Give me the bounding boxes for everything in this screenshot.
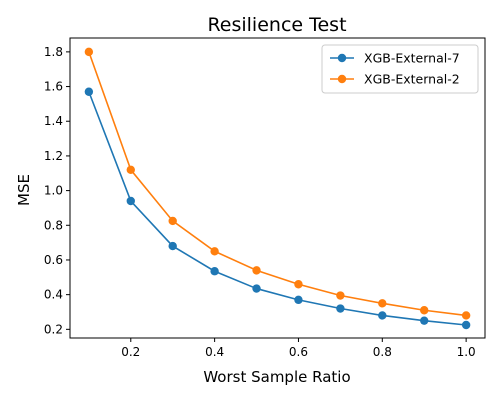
series-2-point xyxy=(168,216,177,226)
x-tick-label: 0.2 xyxy=(121,345,140,359)
series-1-point xyxy=(378,311,387,320)
chart-title: Resilience Test xyxy=(207,14,346,36)
series-line-2 xyxy=(88,51,467,317)
series-2-point xyxy=(210,247,219,256)
x-tick-label: 1.0 xyxy=(457,345,476,359)
series-line-1 xyxy=(88,91,467,326)
y-tick-label: 0.4 xyxy=(44,288,63,302)
x-axis: 0.2 0.4 0.6 0.8 1.0 xyxy=(121,338,476,359)
y-tick-label: 0.2 xyxy=(44,322,63,336)
series-layer xyxy=(84,47,471,330)
x-tick-label: 0.4 xyxy=(205,345,224,359)
series-1-point xyxy=(126,196,135,206)
series-2-point xyxy=(252,266,261,275)
series-2-point xyxy=(126,165,135,174)
series-1-point xyxy=(252,284,261,293)
series-2-point xyxy=(461,311,471,320)
x-tick-label: 0.6 xyxy=(289,345,308,359)
x-tick-label: 0.8 xyxy=(373,345,392,359)
series-1-point xyxy=(420,316,429,325)
legend-label: XGB-External-2 xyxy=(364,72,460,87)
y-tick-label: 1.2 xyxy=(44,149,63,163)
legend-label: XGB-External-7 xyxy=(364,51,460,66)
series-1-point xyxy=(168,241,177,251)
series-2-point xyxy=(84,47,94,57)
series-1-point xyxy=(461,320,471,330)
legend-box xyxy=(321,44,479,94)
plot-frame xyxy=(69,37,486,339)
series-2-point xyxy=(294,280,303,289)
y-tick-label: 0.8 xyxy=(44,218,63,232)
legend: XGB-External-7 XGB-External-2 xyxy=(321,44,479,94)
series-2-point xyxy=(420,306,429,315)
y-axis-label: MSE xyxy=(15,174,33,206)
y-tick-label: 0.6 xyxy=(44,253,63,267)
series-1-point xyxy=(336,304,345,313)
series-2-point xyxy=(336,291,345,300)
y-tick-label: 1.0 xyxy=(44,184,63,198)
x-axis-label: Worst Sample Ratio xyxy=(203,368,350,386)
series-1-point xyxy=(84,87,94,96)
y-tick-label: 1.4 xyxy=(44,114,63,128)
series-1-point xyxy=(210,267,219,276)
y-axis: 0.2 0.4 0.6 0.8 1.0 1.2 1.4 1.6 1.8 xyxy=(44,45,70,336)
y-tick-label: 1.6 xyxy=(44,80,63,94)
series-1-point xyxy=(294,295,303,305)
series-2-point xyxy=(378,299,387,308)
y-tick-label: 1.8 xyxy=(44,45,63,59)
legend-marker xyxy=(337,53,347,63)
legend-marker xyxy=(337,74,347,84)
